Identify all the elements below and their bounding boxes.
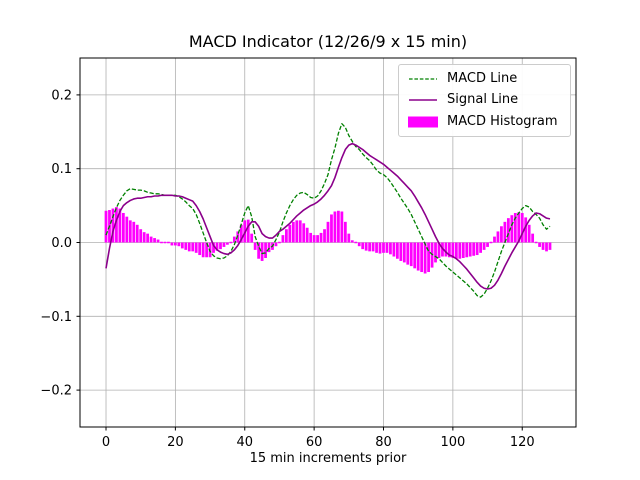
x-tick-label: 40 xyxy=(236,435,253,450)
y-tick-label: −0.1 xyxy=(40,310,72,325)
y-tick-label: 0.2 xyxy=(51,88,72,103)
legend-item-signal-line: Signal Line xyxy=(408,93,561,107)
y-tick-label: 0.0 xyxy=(51,236,72,251)
legend-label: MACD Line xyxy=(447,70,518,86)
legend-sample-line xyxy=(409,99,437,102)
x-axis-label: 15 min increments prior xyxy=(249,451,407,466)
tick-labels: 0 20 40 60 80 100 120 −0.2 −0.1 0.0 0.1 0.2 xyxy=(40,88,534,450)
legend-label: MACD Histogram xyxy=(447,114,558,130)
legend-item-macd-histogram: MACD Histogram xyxy=(408,115,561,129)
x-tick-label: 20 xyxy=(167,435,184,450)
x-tick-label: 120 xyxy=(510,435,535,450)
legend-label: Signal Line xyxy=(447,92,519,108)
chart-title: MACD Indicator (12/26/9 x 15 min) xyxy=(188,32,468,51)
y-tick-label: 0.1 xyxy=(51,162,72,177)
x-tick-label: 60 xyxy=(306,435,323,450)
x-tick-label: 80 xyxy=(375,435,392,450)
legend-sample-line xyxy=(409,78,437,80)
legend-item-macd-line: MACD Line xyxy=(408,70,561,86)
signal-line xyxy=(105,142,551,290)
x-tick-label: 0 xyxy=(102,435,110,450)
y-tick-label: −0.2 xyxy=(40,384,72,399)
macd-line xyxy=(105,123,551,298)
tick-marks xyxy=(76,94,523,431)
macd-histogram-bars xyxy=(104,207,552,274)
legend-sample-patch xyxy=(408,116,438,128)
legend: MACD Line Signal Line MACD Histogram xyxy=(398,64,571,137)
x-tick-label: 100 xyxy=(440,435,465,450)
